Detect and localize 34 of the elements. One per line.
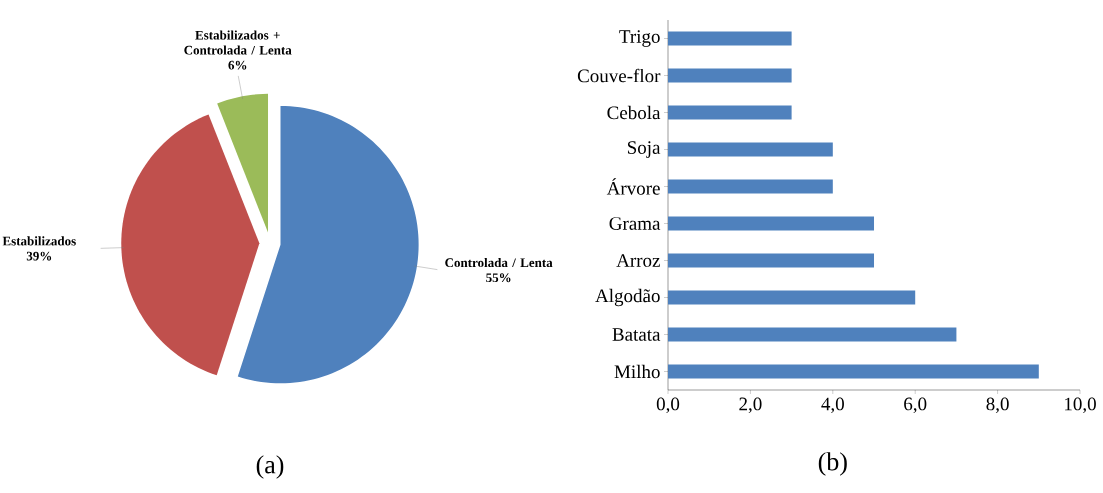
x-tick-label: 2,0 <box>739 397 762 414</box>
bar <box>668 68 792 83</box>
y-tick-label: Algodão <box>595 288 660 307</box>
x-tick-label: 4,0 <box>821 397 844 414</box>
text: (a) <box>256 455 284 479</box>
data-label: 6% <box>228 60 247 70</box>
x-tick-label: 10,0 <box>1065 397 1096 414</box>
bar <box>668 253 875 268</box>
y-tick-label: Árvore <box>606 178 660 195</box>
y-tick-label: Couve-flor <box>577 68 661 83</box>
y-tick-label: Trigo <box>619 30 660 47</box>
y-tick-label: Batata <box>612 328 661 341</box>
bar <box>668 105 792 120</box>
x-tick-label: 0,0 <box>656 397 680 414</box>
x-tick-label: 8,0 <box>986 397 1009 414</box>
bar <box>668 216 875 231</box>
bar <box>668 179 833 194</box>
slice-label: Estabilizados <box>2 236 76 246</box>
x-tick-label: 6,0 <box>904 397 927 414</box>
slice-label: Controlada / Lenta <box>445 257 553 268</box>
bar <box>668 31 792 46</box>
y-tick-label: Milho <box>614 364 660 379</box>
y-tick-label: Soja <box>627 141 661 158</box>
bar <box>668 327 957 342</box>
slice-label: Estabilizados + Controlada / Lenta <box>184 30 292 55</box>
y-tick-label: Cebola <box>607 105 661 120</box>
bar <box>668 290 916 305</box>
text: (b) <box>818 452 847 476</box>
bar <box>668 142 833 157</box>
data-label: 39% <box>26 251 52 261</box>
y-tick-label: Arroz <box>616 254 660 267</box>
y-tick-label: Grama <box>609 217 661 230</box>
data-label: 55% <box>486 273 511 283</box>
bar <box>668 364 1039 379</box>
